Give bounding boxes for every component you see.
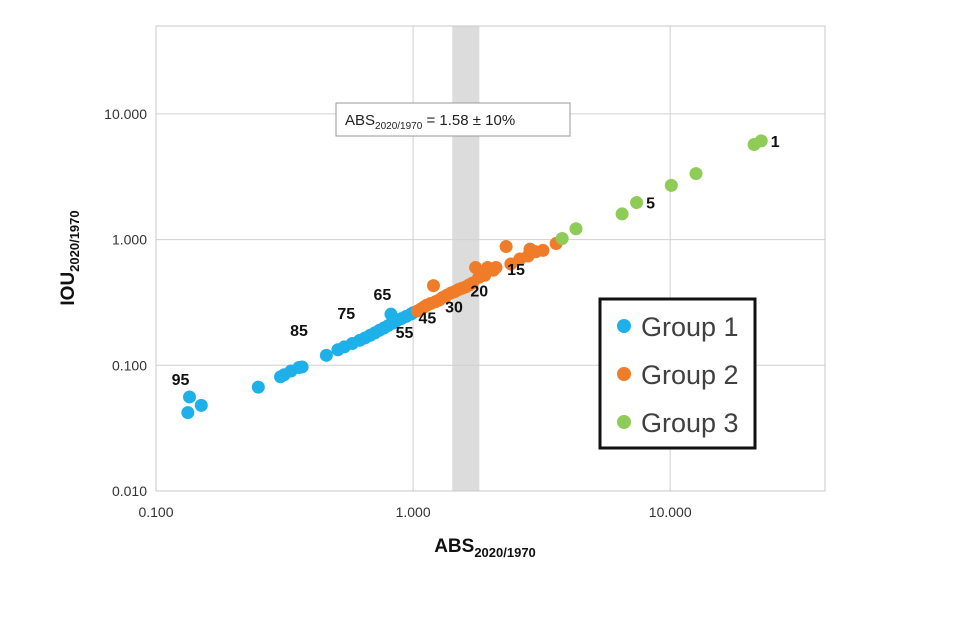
point-label: 75 xyxy=(337,306,355,323)
x-tick-label: 1.000 xyxy=(396,504,431,520)
point-label: 45 xyxy=(419,311,437,328)
y-axis-title: IOU2020/1970 xyxy=(58,210,82,305)
annotation-subscript: 2020/1970 xyxy=(375,121,423,132)
plot-area-border xyxy=(155,25,826,492)
legend-marker xyxy=(617,367,631,381)
tick-labels: 0.100 1.000 10.000 0.010 0.100 1.000 10.000 xyxy=(104,106,692,520)
data-point xyxy=(630,196,644,210)
data-point xyxy=(469,260,483,274)
legend-label: Group 2 xyxy=(641,360,739,390)
y-axis-title-main: IOU xyxy=(58,272,79,306)
data-point xyxy=(295,360,309,374)
highlight-band xyxy=(452,26,480,491)
y-axis-title-sub: 2020/1970 xyxy=(67,210,82,271)
annotation-frame xyxy=(335,102,571,137)
point-label: 85 xyxy=(290,323,308,340)
y-tick-label: 0.010 xyxy=(112,483,147,499)
data-point xyxy=(536,243,550,257)
data-point xyxy=(183,390,197,404)
data-point xyxy=(181,406,195,420)
data-point xyxy=(426,279,440,293)
data-point xyxy=(569,222,583,236)
legend-items: Group 1 Group 2 Group 3 xyxy=(617,312,739,438)
point-label: 65 xyxy=(373,287,391,304)
x-tick-label: 0.100 xyxy=(138,504,173,520)
data-point xyxy=(489,260,503,274)
data-point xyxy=(251,380,265,394)
point-label: 15 xyxy=(507,262,525,279)
data-point xyxy=(689,167,703,181)
x-axis-title: ABS2020/1970 xyxy=(434,536,536,560)
y-tick-label: 10.000 xyxy=(104,106,147,122)
legend-label: Group 1 xyxy=(641,312,739,342)
annotation-pre: ABS xyxy=(345,112,375,129)
point-label: 20 xyxy=(470,283,488,300)
data-point xyxy=(384,307,398,321)
legend-label: Group 3 xyxy=(641,408,739,438)
point-label: 30 xyxy=(445,300,463,317)
x-tick-label: 10.000 xyxy=(649,504,692,520)
data-point xyxy=(555,231,569,245)
data-point xyxy=(664,178,678,192)
data-points xyxy=(181,134,768,420)
legend-marker xyxy=(617,319,631,333)
point-label: 95 xyxy=(172,372,190,389)
legend: Group 1 Group 2 Group 3 xyxy=(598,297,757,450)
x-axis-title-sub: 2020/1970 xyxy=(474,545,535,560)
y-tick-label: 1.000 xyxy=(112,232,147,248)
point-label: 5 xyxy=(646,196,655,213)
data-point xyxy=(615,207,629,221)
x-axis-title-main: ABS xyxy=(434,536,474,557)
data-point xyxy=(754,134,768,148)
point-label: 55 xyxy=(396,325,414,342)
highlight-band-layer xyxy=(452,26,480,491)
data-point xyxy=(194,398,208,412)
data-point xyxy=(319,348,333,362)
annotation-text: ABS2020/1970 = 1.58 ± 10% xyxy=(345,112,515,132)
data-point xyxy=(499,240,513,254)
annotation-box: ABS2020/1970 = 1.58 ± 10% xyxy=(335,102,571,137)
legend-marker xyxy=(617,415,631,429)
annotation-post: = 1.58 ± 10% xyxy=(422,112,515,129)
point-label: 1 xyxy=(771,134,780,151)
y-tick-label: 0.100 xyxy=(112,357,147,373)
